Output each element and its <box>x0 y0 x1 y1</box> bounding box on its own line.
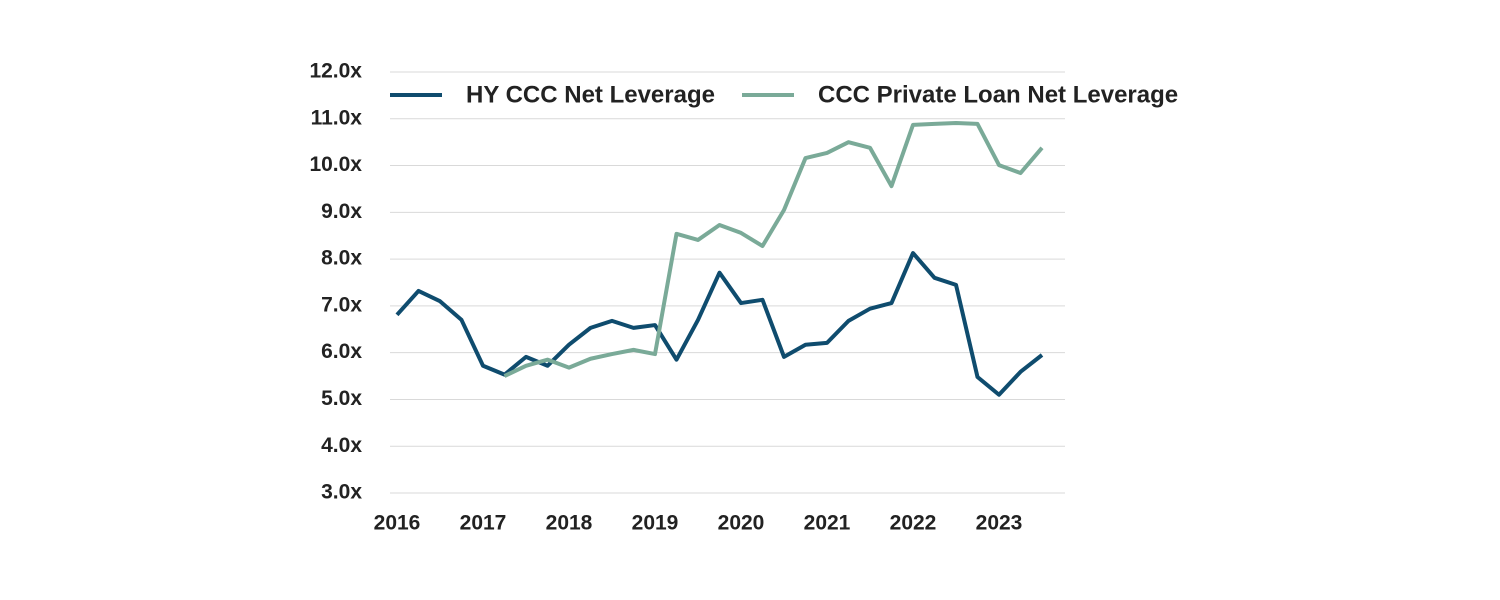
y-tick-label: 6.0x <box>321 340 362 363</box>
series-line <box>395 251 1044 397</box>
legend-label: CCC Private Loan Net Leverage <box>818 81 1178 108</box>
x-tick-label: 2017 <box>460 512 507 535</box>
y-tick-label: 7.0x <box>321 293 362 316</box>
x-tick-label: 2018 <box>546 512 593 535</box>
y-tick-label: 4.0x <box>321 434 362 457</box>
x-tick-label: 2020 <box>718 512 765 535</box>
x-tick-label: 2019 <box>632 512 679 535</box>
x-tick-label: 2022 <box>890 512 937 535</box>
y-tick-label: 11.0x <box>311 106 363 129</box>
y-tick-label: 12.0x <box>309 60 362 83</box>
x-tick-label: 2023 <box>976 512 1023 535</box>
y-tick-label: 3.0x <box>321 481 362 504</box>
x-tick-label: 2021 <box>804 512 851 535</box>
y-tick-label: 9.0x <box>321 200 362 223</box>
y-tick-label: 8.0x <box>321 247 362 270</box>
legend-label: HY CCC Net Leverage <box>466 81 715 108</box>
x-tick-label: 2016 <box>374 512 421 535</box>
series-line <box>503 120 1044 378</box>
y-tick-label: 5.0x <box>321 387 362 410</box>
y-tick-label: 10.0x <box>309 153 362 176</box>
